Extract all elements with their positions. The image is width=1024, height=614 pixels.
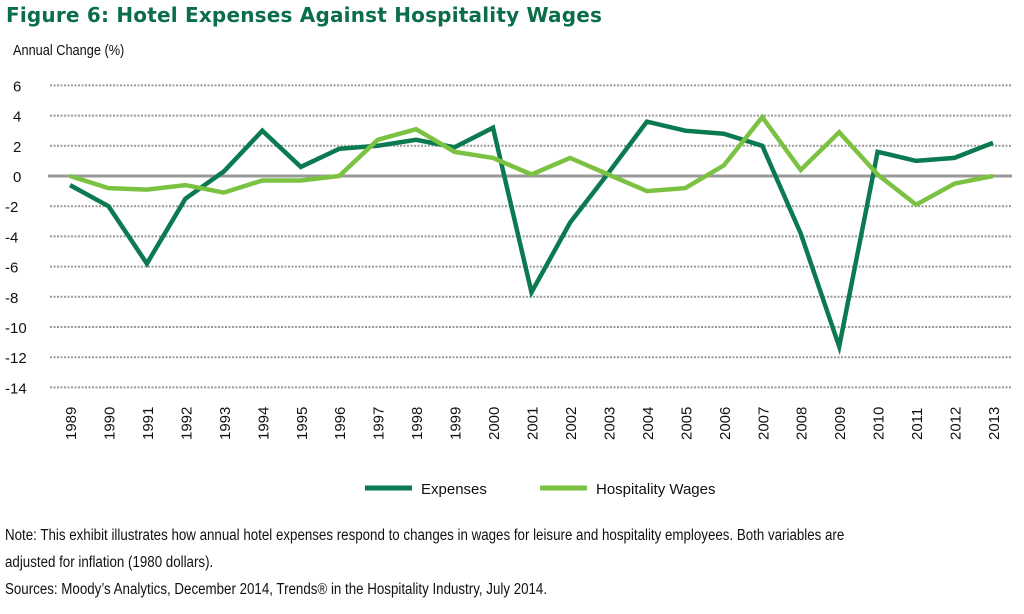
- y-axis-label: Annual Change (%): [13, 42, 125, 59]
- x-tick-label: 2009: [832, 407, 849, 440]
- x-tick-label: 1997: [371, 407, 388, 440]
- note-text: Note: This exhibit illustrates how annua…: [5, 527, 845, 544]
- y-tick-label: 0: [13, 169, 21, 186]
- x-tick-label: 1995: [294, 407, 311, 440]
- chart-title: Figure 6: Hotel Expenses Against Hospita…: [6, 3, 603, 27]
- x-tick-label: 2010: [871, 407, 888, 440]
- note-text-continued: adjusted for inflation (1980 dollars).: [5, 554, 214, 571]
- x-tick-label: 1999: [448, 407, 465, 440]
- sources-text: Sources: Moody’s Analytics, December 201…: [5, 581, 548, 598]
- x-tick-label: 1996: [332, 407, 349, 440]
- y-tick-label: 6: [13, 78, 21, 95]
- series-line-expenses: [68, 119, 994, 356]
- x-tick-label: 2002: [563, 407, 580, 440]
- y-tick-label: -8: [5, 290, 18, 307]
- x-tick-label: 1992: [178, 407, 195, 440]
- y-tick-label: -6: [5, 260, 18, 277]
- y-tick-label: -14: [5, 380, 27, 397]
- y-tick-label: -10: [5, 320, 27, 337]
- x-tick-label: 2001: [525, 407, 542, 440]
- x-tick-label: 2008: [794, 407, 811, 440]
- x-tick-label: 2013: [986, 407, 1003, 440]
- x-tick-label: 2006: [717, 407, 734, 440]
- x-tick-label: 2012: [948, 407, 965, 440]
- y-tick-label: -12: [5, 350, 27, 367]
- x-tick-label: 1994: [255, 407, 272, 440]
- x-tick-label: 1998: [409, 407, 426, 440]
- x-tick-label: 2003: [601, 407, 618, 440]
- x-tick-label: 2004: [640, 407, 657, 440]
- x-tick-label: 2011: [909, 408, 926, 440]
- y-tick-label: -4: [5, 229, 18, 246]
- x-tick-label: 2007: [755, 407, 772, 440]
- x-tick-label: 2005: [678, 407, 695, 440]
- y-tick-label: 4: [13, 109, 21, 126]
- y-tick-label: 2: [13, 139, 21, 156]
- x-tick-label: 1991: [140, 407, 157, 440]
- x-tick-label: 1989: [63, 407, 80, 440]
- x-tick-label: 2000: [486, 407, 503, 440]
- x-tick-label: 1990: [101, 407, 118, 440]
- legend-label: Hospitality Wages: [596, 481, 716, 498]
- series-line-hospitality-wages: [69, 113, 994, 208]
- y-tick-label: -2: [5, 199, 18, 216]
- x-tick-label: 1993: [217, 407, 234, 440]
- legend-label: Expenses: [421, 481, 487, 498]
